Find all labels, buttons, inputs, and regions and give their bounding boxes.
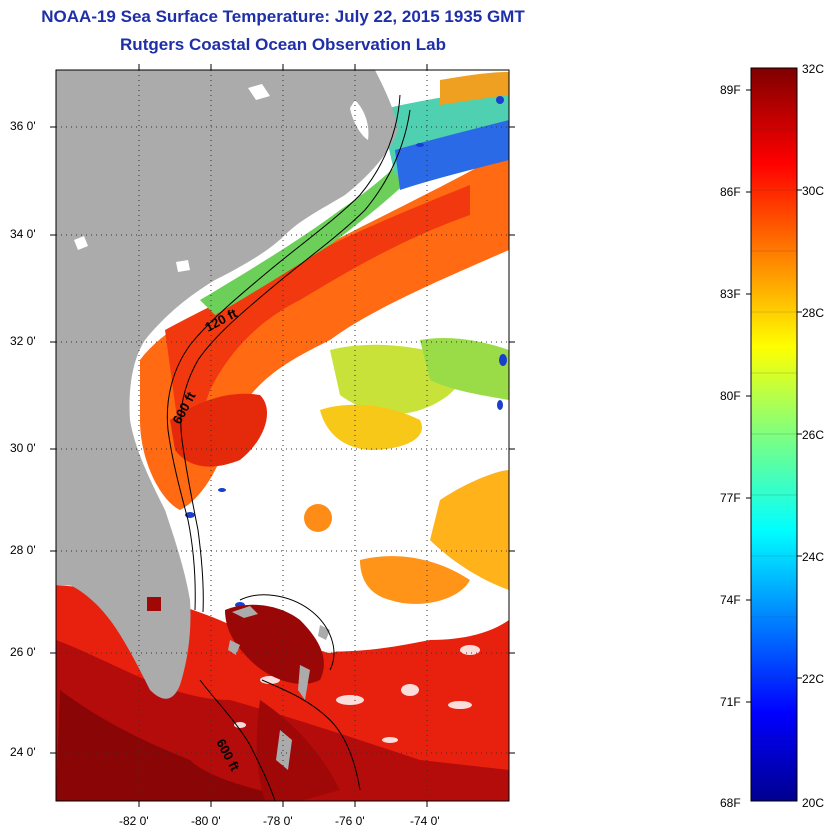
colorbar-fahrenheit-label: 68F (720, 796, 741, 810)
sst-map-image (56, 70, 509, 801)
colorbar-celsius-label: 26C (802, 428, 825, 442)
colorbar-celsius-label: 32C (802, 62, 825, 76)
colorbar-fahrenheit-label: 83F (720, 287, 741, 301)
colorbar-fahrenheit-label: 74F (720, 593, 741, 607)
lon-label: -78 0' (263, 814, 293, 828)
colorbar-celsius-label: 30C (802, 184, 825, 198)
colorbar-fahrenheit-label: 80F (720, 389, 741, 403)
lat-label: 24 0' (10, 745, 36, 759)
colorbar-fahrenheit-label: 77F (720, 491, 741, 505)
colorbar-celsius-label: 28C (802, 306, 825, 320)
lat-label: 30 0' (10, 441, 36, 455)
lat-label: 32 0' (10, 334, 36, 348)
lon-label: -76 0' (335, 814, 365, 828)
colorbar-bands (751, 128, 797, 740)
lon-label: -80 0' (191, 814, 221, 828)
colorbar-scale (751, 68, 797, 801)
colorbar-fahrenheit-label: 86F (720, 185, 741, 199)
colorbar-celsius-label: 20C (802, 796, 825, 810)
lat-label: 34 0' (10, 227, 36, 241)
lat-label: 28 0' (10, 543, 36, 557)
colorbar-celsius-label: 22C (802, 672, 825, 686)
colorbar-fahrenheit-label: 89F (720, 83, 741, 97)
map-subtitle: Rutgers Coastal Ocean Observation Lab (120, 35, 446, 54)
lon-label: -74 0' (410, 814, 440, 828)
colorbar-celsius-label: 24C (802, 550, 825, 564)
graticule (56, 70, 509, 801)
lat-label: 36 0' (10, 119, 36, 133)
lat-label: 26 0' (10, 645, 36, 659)
map-title: NOAA-19 Sea Surface Temperature: July 22… (41, 7, 525, 26)
colorbar-fahrenheit-label: 71F (720, 695, 741, 709)
map-ticks (50, 64, 515, 807)
lon-label: -82 0' (119, 814, 149, 828)
